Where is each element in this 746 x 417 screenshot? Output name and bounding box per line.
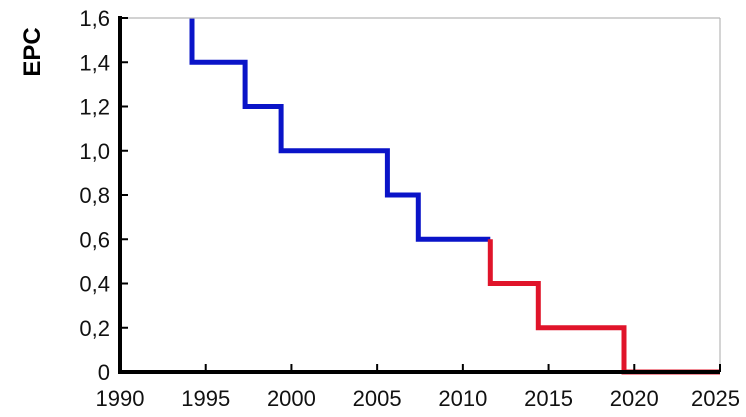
x-tick-label: 1995: [181, 386, 230, 411]
y-tick-label: 0,2: [79, 316, 110, 341]
y-tick-label: 1,2: [79, 95, 110, 120]
y-tick-label: 0,4: [79, 272, 110, 297]
x-tick-label: 2000: [267, 386, 316, 411]
x-tick-label: 1990: [96, 386, 145, 411]
series-line-2: [487, 239, 720, 375]
x-tick-label: 2025: [691, 386, 740, 411]
series-layer: [189, 18, 720, 375]
x-tick-label: 2015: [524, 386, 573, 411]
y-tick-label: 0,6: [79, 227, 110, 252]
y-ticks: 0 0,2 0,4 0,6 0,8 1,0 1,2 1,4 1,6: [79, 6, 128, 385]
x-tick-label: 2020: [610, 386, 659, 411]
x-ticks: 1990 1995 2000 2005 2010 2015 2020 2025: [96, 364, 740, 411]
y-tick-label: 1,6: [79, 6, 110, 31]
y-tick-label: 1,4: [79, 50, 110, 75]
y-tick-label: 0: [98, 360, 110, 385]
y-tick-label: 0,8: [79, 183, 110, 208]
series-line-1: [189, 18, 491, 242]
y-tick-label: 1,0: [79, 139, 110, 164]
x-tick-label: 2010: [438, 386, 487, 411]
x-tick-label: 2005: [353, 386, 402, 411]
y-axis-title: EPC: [19, 27, 46, 76]
